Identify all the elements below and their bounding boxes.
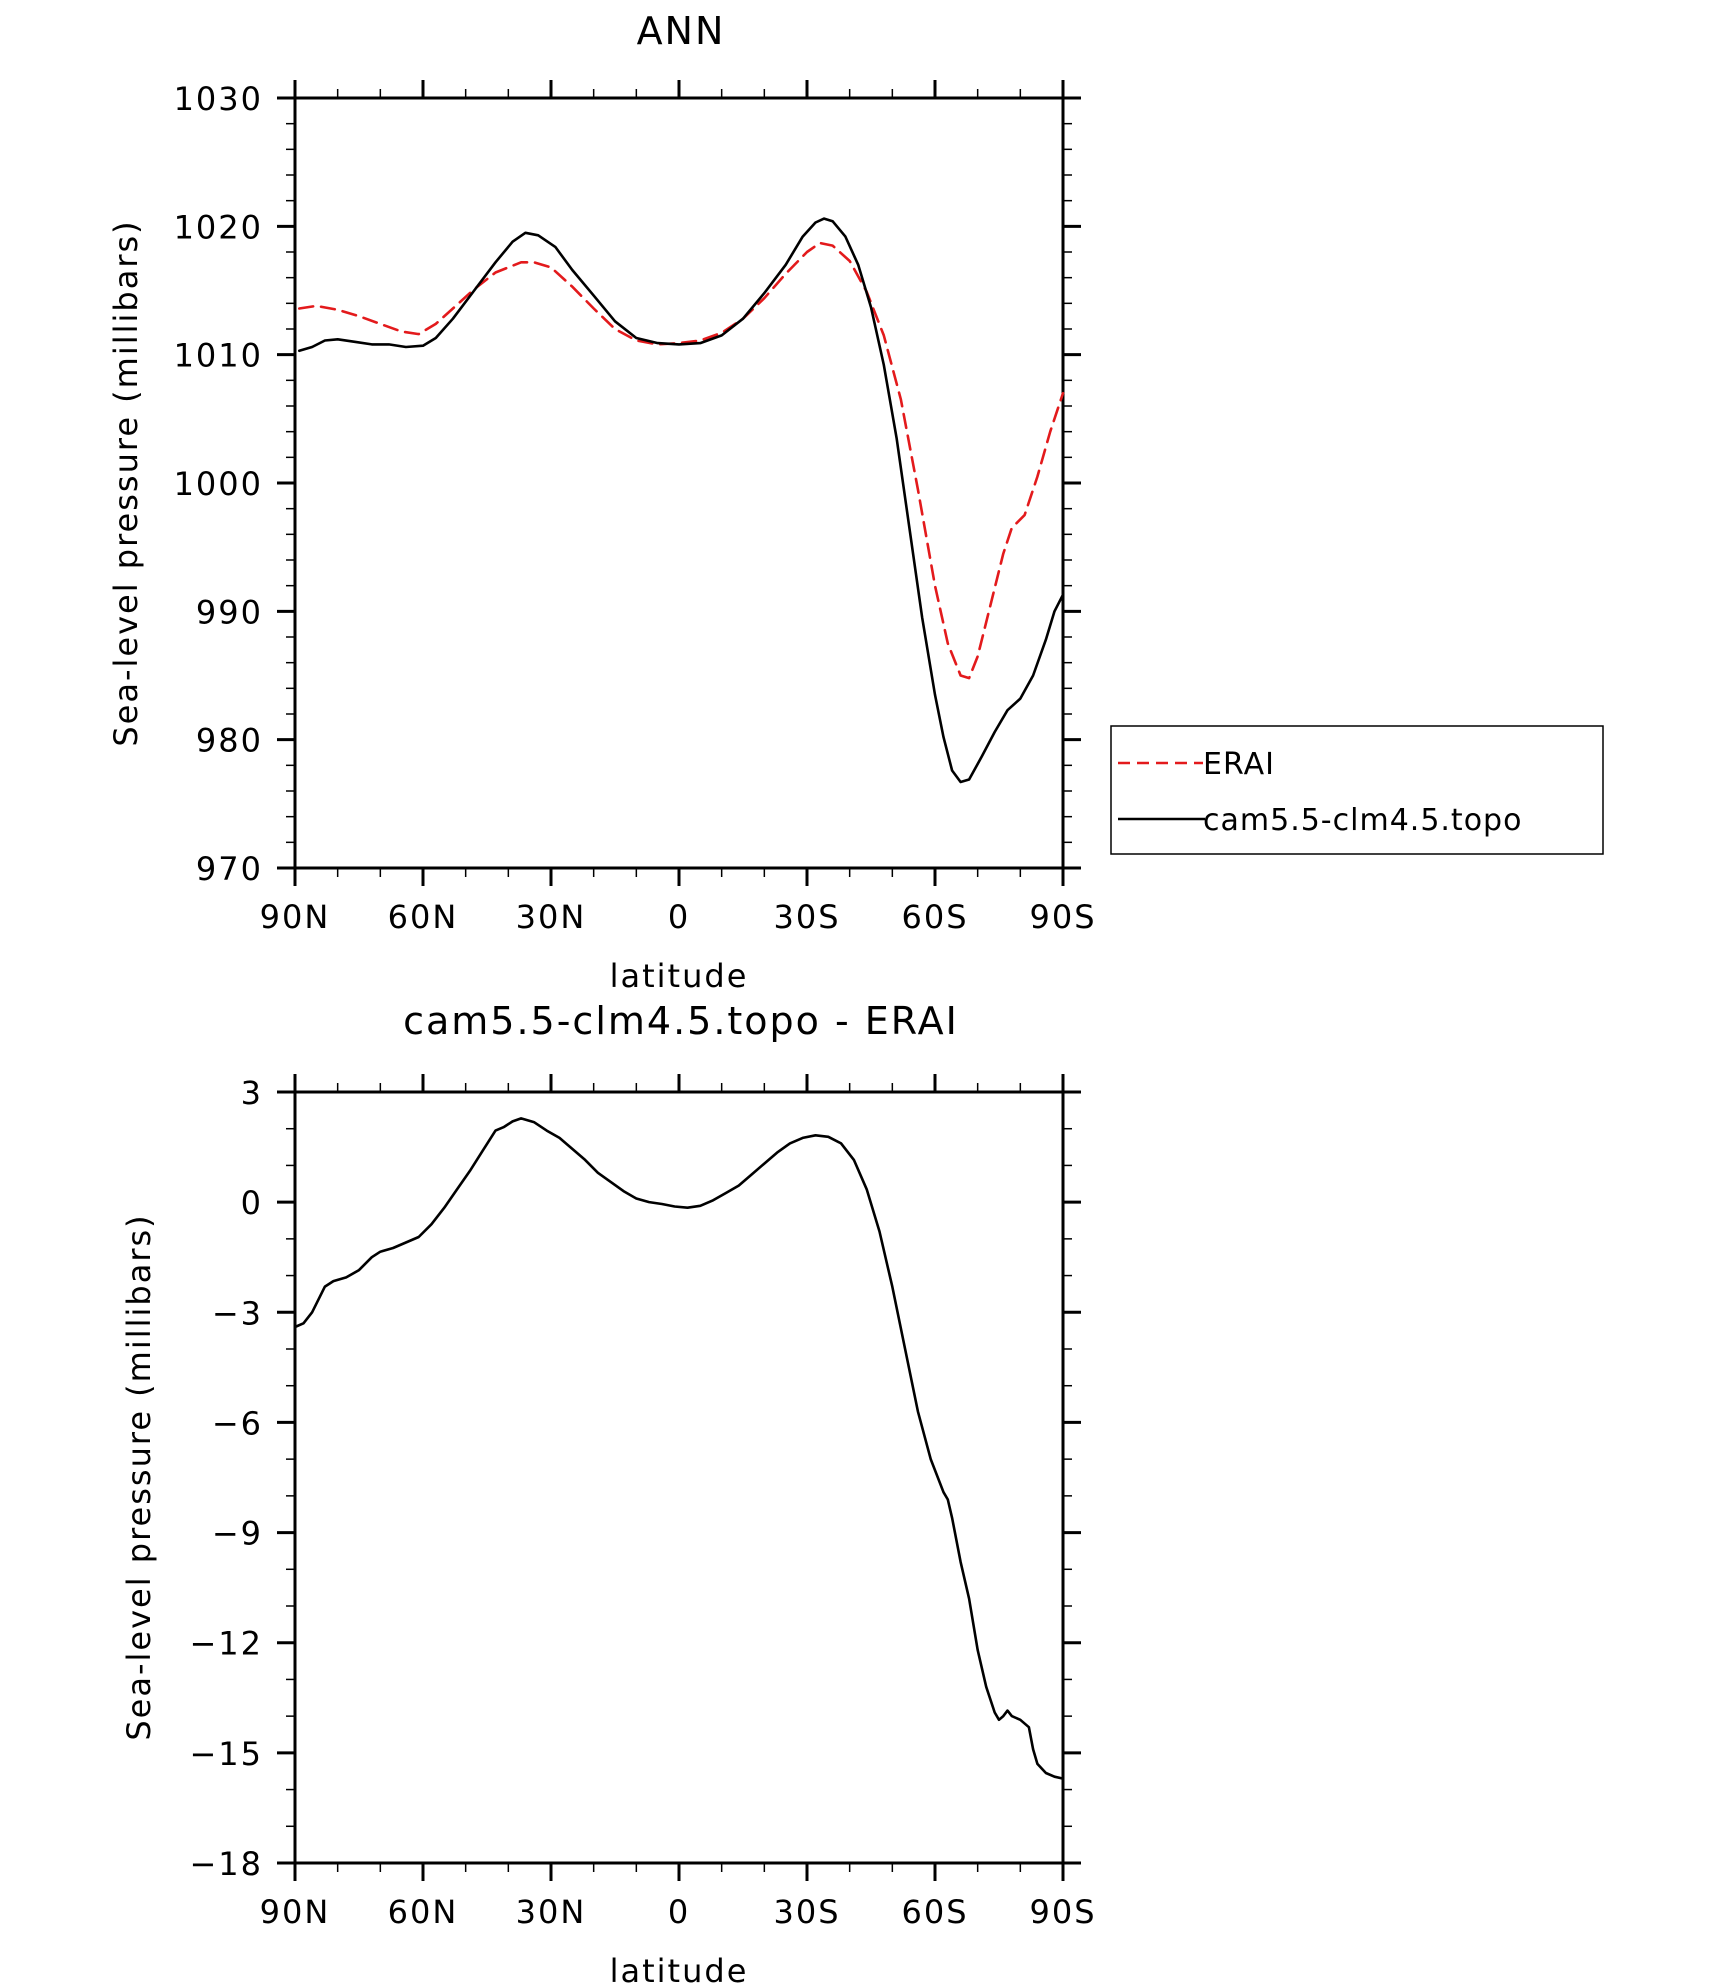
y-tick-label: 1020: [174, 208, 263, 246]
chart-panel-difference: cam5.5-clm4.5.topo - ERAI 3 0 −3 −6 −9 −12 −15…: [120, 999, 1096, 1988]
series-line-erai: [297, 241, 1065, 680]
chart-title: ANN: [637, 9, 726, 53]
data-series: [293, 1117, 1065, 1780]
y-tick-label: −15: [189, 1735, 263, 1773]
series-line-series-0: [293, 1117, 1065, 1780]
x-axis-label: latitude: [610, 957, 749, 995]
legend-label-erai: ERAI: [1203, 747, 1275, 782]
y-tick-label: −12: [189, 1625, 263, 1663]
x-tick-label: 60S: [901, 898, 968, 936]
y-tick-label: 980: [196, 722, 263, 760]
y-tick-labels: 3 0 −3 −6 −9 −12 −15 −18: [189, 1074, 263, 1883]
y-tick-label: 1000: [174, 465, 263, 503]
chart-panel-ann: ANN 970 980 990 1000 1010 1020 1030 90N 60N 30N 0…: [107, 9, 1604, 995]
x-tick-label: 30N: [516, 898, 587, 936]
axis-ticks: [277, 1074, 1081, 1881]
x-tick-labels: 90N 60N 30N 0 30S 60S 90S: [260, 1893, 1096, 1931]
x-tick-label: 60N: [388, 898, 459, 936]
y-tick-label: 1010: [174, 337, 263, 375]
y-axis-label: Sea-level pressure (millibars): [107, 219, 145, 746]
data-series: [297, 217, 1065, 784]
x-tick-labels: 90N 60N 30N 0 30S 60S 90S: [260, 898, 1096, 936]
y-tick-label: 1030: [174, 80, 263, 118]
series-line-cam5-5-clm4-5-topo: [297, 217, 1065, 784]
axis-ticks: [277, 80, 1081, 886]
x-tick-label: 90S: [1029, 898, 1096, 936]
y-tick-labels: 970 980 990 1000 1010 1020 1030: [174, 80, 263, 888]
y-tick-label: −18: [189, 1845, 263, 1883]
y-tick-label: −9: [212, 1515, 263, 1553]
x-tick-label: 90N: [260, 1893, 331, 1931]
legend-label-cam: cam5.5-clm4.5.topo: [1203, 803, 1522, 838]
legend: ERAI cam5.5-clm4.5.topo: [1110, 725, 1604, 855]
y-tick-label: 990: [196, 593, 263, 631]
y-tick-label: −3: [212, 1294, 263, 1332]
legend-box: [1110, 725, 1604, 855]
y-tick-label: 0: [241, 1184, 263, 1222]
x-tick-label: 60S: [901, 1893, 968, 1931]
x-tick-label: 90N: [260, 898, 331, 936]
y-axis-label: Sea-level pressure (millibars): [120, 1213, 158, 1740]
x-tick-label: 30S: [773, 898, 840, 936]
x-tick-label: 0: [668, 898, 690, 936]
x-tick-label: 30S: [773, 1893, 840, 1931]
x-tick-label: 60N: [388, 1893, 459, 1931]
x-tick-label: 30N: [516, 1893, 587, 1931]
x-tick-label: 0: [668, 1893, 690, 1931]
chart-title: cam5.5-clm4.5.topo - ERAI: [403, 999, 959, 1043]
x-axis-label: latitude: [610, 1952, 749, 1988]
y-tick-label: −6: [212, 1404, 263, 1442]
y-tick-label: 970: [196, 850, 263, 888]
y-tick-label: 3: [241, 1074, 263, 1112]
x-tick-label: 90S: [1029, 1893, 1096, 1931]
